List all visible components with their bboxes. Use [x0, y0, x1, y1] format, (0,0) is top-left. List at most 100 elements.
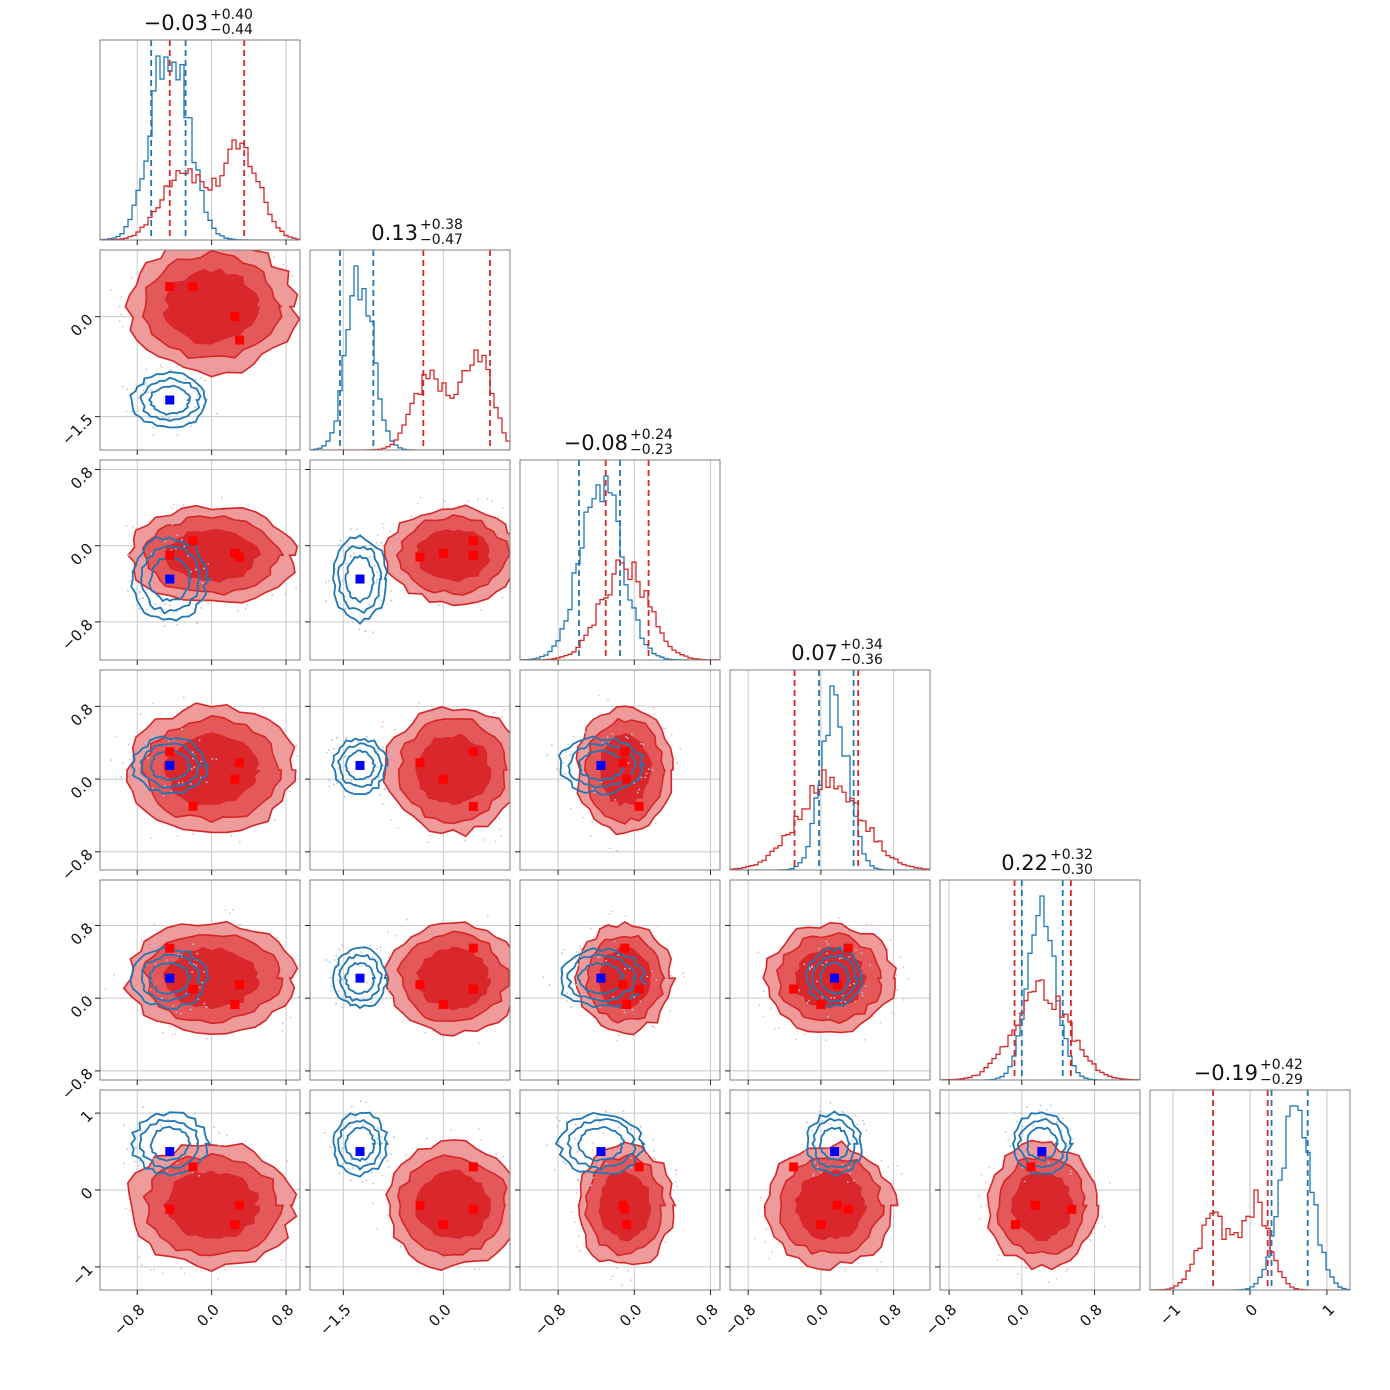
y-tick-label: 0.0 [67, 540, 97, 570]
sample-dot-red [273, 256, 276, 259]
sample-dot-red [286, 1160, 289, 1163]
sample-dot-red [754, 997, 757, 1000]
y-tick-label: −1 [68, 1261, 96, 1289]
sample-dot-blue [341, 1147, 343, 1150]
sample-dot-red [569, 807, 572, 810]
sample-dot-blue [651, 970, 653, 973]
sample-dot-blue [168, 739, 171, 742]
sample-dot-blue [169, 368, 172, 371]
sample-dot-red [988, 1166, 991, 1169]
sample-dot-red [473, 1268, 476, 1271]
sample-dot-blue [591, 788, 594, 791]
contour-blue-2 [819, 961, 851, 996]
sample-dot-blue [377, 1127, 379, 1130]
contour-blue-2 [578, 749, 626, 782]
sample-dot-blue [193, 1112, 196, 1115]
sample-dot-blue [137, 397, 140, 399]
x-tick-label: −0.8 [721, 1301, 759, 1339]
sample-dot-red [477, 1268, 480, 1271]
contour-blue-2 [149, 749, 192, 782]
sample-dot-red [511, 539, 513, 541]
sample-dot-red [1066, 1268, 1069, 1270]
sample-dot-red [273, 264, 276, 267]
sample-dot-red [670, 733, 673, 736]
sample-dot-red [305, 579, 307, 581]
contour-blue-0 [554, 1111, 646, 1175]
sample-dot-blue [387, 956, 390, 959]
sample-dot-red [907, 977, 910, 980]
sample-dot-blue [126, 1148, 129, 1150]
panel-2-2 [519, 459, 721, 665]
histogram-blue [940, 895, 1140, 1080]
sample-dot-blue [328, 785, 331, 787]
sample-dot-blue [333, 747, 335, 750]
sample-dot-red [387, 931, 390, 934]
x-tick-label: 0 [1242, 1301, 1261, 1320]
sample-dot-red [171, 506, 174, 509]
sample-dot-blue [340, 1149, 343, 1152]
sample-dot-blue [798, 989, 800, 992]
sample-dot-red [889, 939, 892, 942]
sample-dot-blue [384, 788, 386, 790]
sample-dot-blue [364, 545, 367, 548]
sample-dot-red [376, 534, 379, 536]
sample-dot-blue [390, 960, 393, 963]
sample-dot-red [262, 706, 265, 709]
sample-dot-red [497, 515, 500, 518]
panel-frame [729, 669, 931, 871]
sample-dot-red [1007, 1138, 1010, 1141]
sample-dot-red [268, 1265, 271, 1268]
sample-dot-blue [200, 377, 202, 379]
sample-dot-red [515, 799, 517, 801]
panel-3-0: −0.8 0.0 0.8 [58, 669, 301, 884]
sample-dot-blue [370, 1001, 373, 1004]
title-minus: −0.29 [1260, 1072, 1303, 1088]
sample-dot-blue [1041, 1115, 1044, 1118]
red-marker [843, 943, 853, 953]
red-marker [230, 548, 240, 558]
sample-dot-blue [1069, 1128, 1071, 1131]
contour-blue-2 [148, 555, 192, 603]
red-marker [165, 282, 175, 292]
sample-dot-red [153, 923, 155, 926]
sample-dot-blue [841, 1163, 844, 1166]
red-marker [843, 1204, 853, 1214]
sample-dot-blue [388, 952, 391, 955]
sample-dot-red [674, 1180, 677, 1183]
sample-dot-blue [830, 997, 833, 999]
y-tick-label: 1 [77, 1107, 96, 1126]
red-marker [1030, 1200, 1040, 1210]
sample-dot-red [115, 735, 118, 738]
sample-dot-red [230, 834, 233, 837]
sample-dot-blue [196, 952, 199, 955]
sample-dot-red [401, 924, 404, 927]
sample-dot-blue [170, 549, 173, 552]
panel-content [520, 670, 720, 870]
sample-dot-red [608, 912, 611, 915]
sample-dot-blue [127, 554, 130, 557]
title-plus: +0.24 [630, 427, 673, 443]
sample-dot-red [464, 839, 467, 842]
sample-dot-red [120, 313, 123, 316]
sample-dot-blue [1021, 1125, 1024, 1128]
sample-dot-red [118, 320, 121, 322]
sample-dot-red [900, 1172, 903, 1175]
sample-dot-red [386, 1214, 389, 1217]
sample-dot-blue [126, 388, 128, 391]
sample-dot-blue [165, 959, 168, 961]
x-tick-label: 1 [1319, 1301, 1338, 1320]
sample-dot-red [486, 914, 489, 917]
sample-dot-red [653, 713, 655, 716]
sample-dot-red [247, 243, 249, 245]
panel-title-1: 0.13 +0.38−0.47 [371, 217, 463, 248]
sample-dot-blue [1062, 1117, 1064, 1120]
sample-dot-blue [1018, 1112, 1021, 1114]
sample-dot-blue [154, 963, 157, 965]
sample-dot-red [381, 1174, 384, 1177]
contour-blue-2 [577, 1125, 626, 1162]
sample-dot-red [224, 1268, 227, 1271]
sample-dot-blue [574, 1137, 576, 1140]
sample-dot-blue [827, 943, 830, 946]
red-marker [188, 536, 198, 546]
panel-content [940, 880, 1140, 1080]
